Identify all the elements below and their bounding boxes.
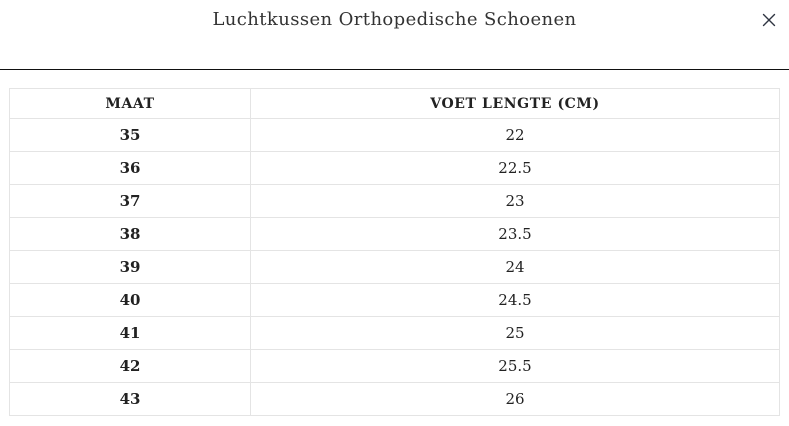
table-row: 37 23 <box>9 184 780 218</box>
column-header-voet-lengte: VOET LENGTE (CM) <box>250 88 780 119</box>
maat-value: 38 <box>9 217 251 251</box>
lengte-value: 25 <box>250 316 780 350</box>
maat-value: 40 <box>9 283 251 317</box>
table-row: 38 23.5 <box>9 217 780 251</box>
maat-value: 43 <box>9 382 251 416</box>
maat-value: 37 <box>9 184 251 218</box>
lengte-value: 24.5 <box>250 283 780 317</box>
maat-value: 41 <box>9 316 251 350</box>
table-row: 35 22 <box>9 118 780 152</box>
table-header-row: MAAT VOET LENGTE (CM) <box>9 88 780 119</box>
lengte-value: 22 <box>250 118 780 152</box>
table-row: 41 25 <box>9 316 780 350</box>
lengte-value: 23.5 <box>250 217 780 251</box>
maat-value: 39 <box>9 250 251 284</box>
table-row: 43 26 <box>9 382 780 416</box>
table-row: 40 24.5 <box>9 283 780 317</box>
size-chart-table-container: MAAT VOET LENGTE (CM) 35 22 36 22.5 37 2… <box>0 70 789 416</box>
table-row: 36 22.5 <box>9 151 780 185</box>
size-chart-table: MAAT VOET LENGTE (CM) 35 22 36 22.5 37 2… <box>9 88 780 416</box>
lengte-value: 25.5 <box>250 349 780 383</box>
maat-value: 42 <box>9 349 251 383</box>
maat-value: 35 <box>9 118 251 152</box>
table-row: 42 25.5 <box>9 349 780 383</box>
lengte-value: 26 <box>250 382 780 416</box>
table-row: 39 24 <box>9 250 780 284</box>
modal-header: Luchtkussen Orthopedische Schoenen <box>0 0 789 70</box>
lengte-value: 23 <box>250 184 780 218</box>
lengte-value: 22.5 <box>250 151 780 185</box>
maat-value: 36 <box>9 151 251 185</box>
modal-title: Luchtkussen Orthopedische Schoenen <box>212 9 577 30</box>
column-header-maat: MAAT <box>9 88 251 119</box>
close-icon <box>761 12 777 28</box>
close-button[interactable] <box>757 8 781 32</box>
lengte-value: 24 <box>250 250 780 284</box>
